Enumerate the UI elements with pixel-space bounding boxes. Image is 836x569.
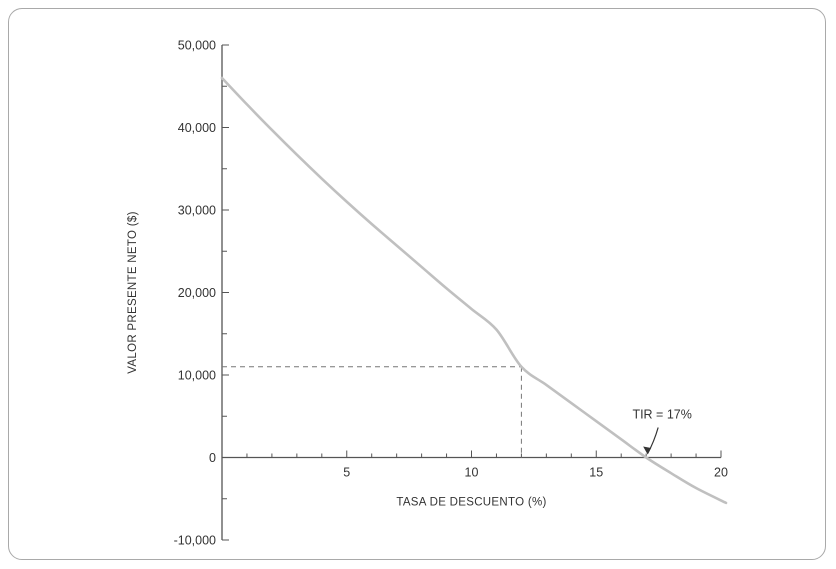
y-tick-label: 40,000 [178, 121, 216, 135]
x-tick-label: 10 [465, 466, 479, 480]
reference-lines [222, 366, 522, 458]
y-tick-label: 10,000 [178, 369, 216, 383]
x-axis-label: TASA DE DESCUENTO (%) [396, 497, 546, 509]
y-axis-ticks: -10,000 0 10,000 20,000 30,000 40,000 50,000 [174, 39, 229, 548]
npv-curve [220, 76, 728, 505]
x-tick-label: 5 [343, 466, 350, 480]
irr-annotation-label: TIR = 17% [632, 408, 691, 422]
y-tick-label: 0 [209, 451, 216, 465]
y-tick-label: 20,000 [178, 286, 216, 300]
irr-annotation-arrowhead [643, 446, 652, 455]
y-tick-label: 50,000 [178, 39, 216, 53]
y-tick-label: -10,000 [174, 534, 216, 548]
y-tick-label: 30,000 [178, 204, 216, 218]
x-axis-ticks: 5 10 15 20 [246, 450, 728, 480]
x-tick-label: 15 [589, 466, 603, 480]
chart-frame [8, 8, 826, 560]
y-axis-label: VALOR PRESENTE NETO ($) [127, 211, 139, 373]
x-tick-label: 20 [714, 466, 728, 480]
series [220, 76, 728, 505]
